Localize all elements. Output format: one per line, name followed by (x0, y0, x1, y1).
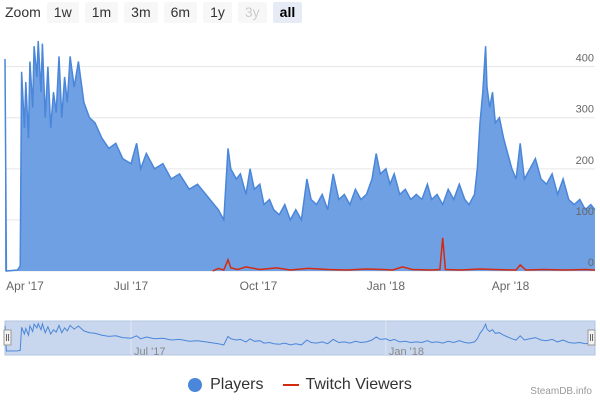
navigator-x-label-0: Jul '17 (134, 346, 165, 358)
navigator-selection[interactable] (4, 320, 596, 356)
credit-text: SteamDB.info (530, 386, 592, 397)
navigator-players-line (4, 322, 596, 352)
y-tick-label-0: 0 (588, 257, 594, 269)
zoom-bar: Zoom 1w 1m 3m 6m 1y 3y all (5, 1, 308, 23)
zoom-button-6m[interactable]: 6m (163, 1, 198, 23)
navigator[interactable]: Jul '17 Jan '18 (3, 320, 596, 358)
y-axis-labels: 0 100 200 300 400 (576, 53, 594, 269)
legend-label-players: Players (210, 376, 264, 393)
twitch-series (212, 237, 596, 272)
y-tick-label-1: 100 (576, 206, 594, 218)
navigator-right-handle[interactable] (587, 329, 596, 346)
y-tick-label-3: 300 (576, 104, 594, 116)
zoom-button-3m[interactable]: 3m (124, 1, 158, 23)
zoom-button-1y[interactable]: 1y (203, 1, 232, 23)
legend: Players Twitch Viewers (0, 374, 600, 396)
x-axis-labels: Apr '17 Jul '17 Oct '17 Jan '18 Apr '18 (6, 279, 529, 293)
zoom-button-1m[interactable]: 1m (84, 1, 119, 23)
zoom-button-1w[interactable]: 1w (46, 1, 79, 23)
x-tick-label-3: Jan '18 (367, 279, 406, 293)
x-tick-label-1: Jul '17 (114, 279, 149, 293)
players-legend-dot-icon (188, 378, 203, 392)
twitch-legend-line-icon (283, 384, 300, 386)
twitch-line (212, 237, 596, 272)
players-area (5, 41, 595, 271)
zoom-label: Zoom (5, 4, 41, 20)
navigator-left-handle[interactable] (3, 329, 12, 346)
navigator-x-label-1: Jan '18 (389, 346, 424, 358)
zoom-button-3y: 3y (237, 1, 267, 23)
y-tick-label-4: 400 (576, 53, 594, 65)
players-line (4, 41, 596, 272)
legend-item-players[interactable]: Players (188, 376, 263, 394)
x-tick-label-2: Oct '17 (240, 279, 278, 293)
x-tick-label-0: Apr '17 (6, 279, 44, 293)
legend-label-twitch: Twitch Viewers (305, 376, 412, 393)
players-series (4, 41, 596, 272)
x-tick-label-4: Apr '18 (492, 279, 530, 293)
legend-item-twitch[interactable]: Twitch Viewers (283, 376, 412, 394)
zoom-button-all[interactable]: all (272, 1, 303, 23)
y-tick-label-2: 200 (576, 155, 594, 167)
